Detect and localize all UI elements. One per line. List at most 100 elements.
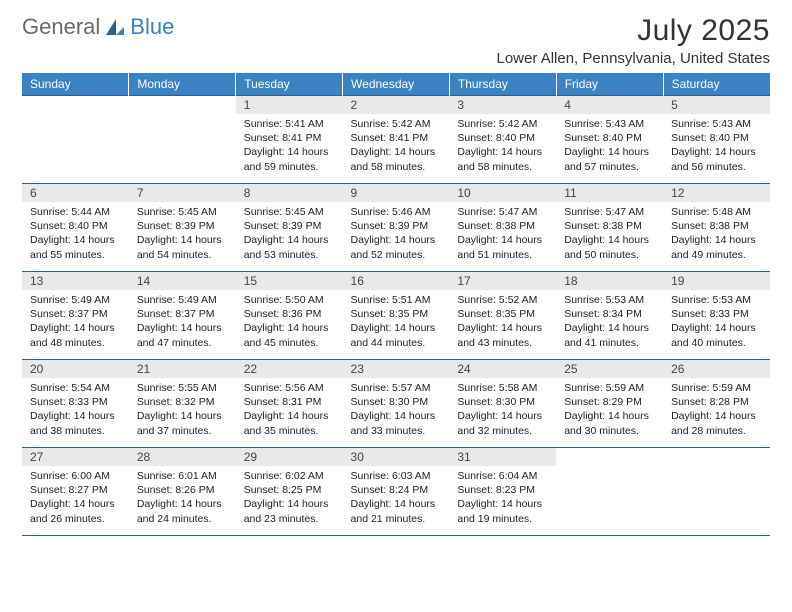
- day-cell: 10Sunrise: 5:47 AMSunset: 8:38 PMDayligh…: [449, 184, 556, 272]
- weekday-wednesday: Wednesday: [343, 73, 450, 96]
- day-details: Sunrise: 5:53 AMSunset: 8:33 PMDaylight:…: [663, 290, 770, 356]
- day-cell: 6Sunrise: 5:44 AMSunset: 8:40 PMDaylight…: [22, 184, 129, 272]
- day-cell: 20Sunrise: 5:54 AMSunset: 8:33 PMDayligh…: [22, 360, 129, 448]
- day-number: 8: [236, 184, 343, 202]
- day-details: Sunrise: 5:51 AMSunset: 8:35 PMDaylight:…: [343, 290, 450, 356]
- day-details: Sunrise: 5:42 AMSunset: 8:41 PMDaylight:…: [343, 114, 450, 180]
- weekday-monday: Monday: [129, 73, 236, 96]
- day-cell: 27Sunrise: 6:00 AMSunset: 8:27 PMDayligh…: [22, 448, 129, 536]
- day-cell: 28Sunrise: 6:01 AMSunset: 8:26 PMDayligh…: [129, 448, 236, 536]
- day-number: 5: [663, 96, 770, 114]
- day-cell: [129, 96, 236, 184]
- day-details: Sunrise: 5:43 AMSunset: 8:40 PMDaylight:…: [663, 114, 770, 180]
- day-details: Sunrise: 6:01 AMSunset: 8:26 PMDaylight:…: [129, 466, 236, 532]
- day-number: 30: [343, 448, 450, 466]
- logo-text-general: General: [22, 14, 100, 40]
- day-details: Sunrise: 5:59 AMSunset: 8:28 PMDaylight:…: [663, 378, 770, 444]
- week-row: 27Sunrise: 6:00 AMSunset: 8:27 PMDayligh…: [22, 448, 770, 536]
- day-cell: 2Sunrise: 5:42 AMSunset: 8:41 PMDaylight…: [343, 96, 450, 184]
- day-cell: 4Sunrise: 5:43 AMSunset: 8:40 PMDaylight…: [556, 96, 663, 184]
- day-cell: 15Sunrise: 5:50 AMSunset: 8:36 PMDayligh…: [236, 272, 343, 360]
- day-cell: 24Sunrise: 5:58 AMSunset: 8:30 PMDayligh…: [449, 360, 556, 448]
- day-cell: 17Sunrise: 5:52 AMSunset: 8:35 PMDayligh…: [449, 272, 556, 360]
- calendar-table: Sunday Monday Tuesday Wednesday Thursday…: [22, 73, 770, 536]
- weekday-saturday: Saturday: [663, 73, 770, 96]
- day-details: Sunrise: 5:45 AMSunset: 8:39 PMDaylight:…: [236, 202, 343, 268]
- day-details: Sunrise: 5:45 AMSunset: 8:39 PMDaylight:…: [129, 202, 236, 268]
- day-number: 31: [449, 448, 556, 466]
- day-details: Sunrise: 5:53 AMSunset: 8:34 PMDaylight:…: [556, 290, 663, 356]
- day-number: 20: [22, 360, 129, 378]
- day-number: 26: [663, 360, 770, 378]
- day-number: 14: [129, 272, 236, 290]
- day-number: 7: [129, 184, 236, 202]
- day-cell: 16Sunrise: 5:51 AMSunset: 8:35 PMDayligh…: [343, 272, 450, 360]
- day-number: 16: [343, 272, 450, 290]
- weekday-thursday: Thursday: [449, 73, 556, 96]
- title-block: July 2025 Lower Allen, Pennsylvania, Uni…: [497, 14, 771, 67]
- day-cell: 26Sunrise: 5:59 AMSunset: 8:28 PMDayligh…: [663, 360, 770, 448]
- day-number: 23: [343, 360, 450, 378]
- day-details: Sunrise: 5:43 AMSunset: 8:40 PMDaylight:…: [556, 114, 663, 180]
- day-number: 11: [556, 184, 663, 202]
- day-number: 12: [663, 184, 770, 202]
- day-details: Sunrise: 5:55 AMSunset: 8:32 PMDaylight:…: [129, 378, 236, 444]
- header: General Blue July 2025 Lower Allen, Penn…: [22, 14, 770, 67]
- day-cell: 13Sunrise: 5:49 AMSunset: 8:37 PMDayligh…: [22, 272, 129, 360]
- day-cell: 3Sunrise: 5:42 AMSunset: 8:40 PMDaylight…: [449, 96, 556, 184]
- day-details: Sunrise: 5:44 AMSunset: 8:40 PMDaylight:…: [22, 202, 129, 268]
- day-details: Sunrise: 5:59 AMSunset: 8:29 PMDaylight:…: [556, 378, 663, 444]
- logo-sail-icon: [104, 17, 126, 37]
- day-number: 25: [556, 360, 663, 378]
- day-number: 13: [22, 272, 129, 290]
- day-details: Sunrise: 6:00 AMSunset: 8:27 PMDaylight:…: [22, 466, 129, 532]
- day-details: Sunrise: 6:03 AMSunset: 8:24 PMDaylight:…: [343, 466, 450, 532]
- logo: General Blue: [22, 14, 174, 40]
- day-cell: 23Sunrise: 5:57 AMSunset: 8:30 PMDayligh…: [343, 360, 450, 448]
- day-number: 24: [449, 360, 556, 378]
- day-cell: 9Sunrise: 5:46 AMSunset: 8:39 PMDaylight…: [343, 184, 450, 272]
- day-details: Sunrise: 5:42 AMSunset: 8:40 PMDaylight:…: [449, 114, 556, 180]
- day-number: 3: [449, 96, 556, 114]
- day-details: Sunrise: 5:48 AMSunset: 8:38 PMDaylight:…: [663, 202, 770, 268]
- day-details: Sunrise: 5:41 AMSunset: 8:41 PMDaylight:…: [236, 114, 343, 180]
- day-details: Sunrise: 5:47 AMSunset: 8:38 PMDaylight:…: [449, 202, 556, 268]
- day-cell: 29Sunrise: 6:02 AMSunset: 8:25 PMDayligh…: [236, 448, 343, 536]
- day-number: 27: [22, 448, 129, 466]
- day-number: 4: [556, 96, 663, 114]
- day-details: Sunrise: 5:52 AMSunset: 8:35 PMDaylight:…: [449, 290, 556, 356]
- day-details: Sunrise: 5:47 AMSunset: 8:38 PMDaylight:…: [556, 202, 663, 268]
- day-details: Sunrise: 5:54 AMSunset: 8:33 PMDaylight:…: [22, 378, 129, 444]
- day-cell: 18Sunrise: 5:53 AMSunset: 8:34 PMDayligh…: [556, 272, 663, 360]
- day-number: 29: [236, 448, 343, 466]
- day-cell: [663, 448, 770, 536]
- day-details: Sunrise: 5:49 AMSunset: 8:37 PMDaylight:…: [22, 290, 129, 356]
- month-title: July 2025: [497, 14, 771, 48]
- day-cell: 5Sunrise: 5:43 AMSunset: 8:40 PMDaylight…: [663, 96, 770, 184]
- day-cell: 21Sunrise: 5:55 AMSunset: 8:32 PMDayligh…: [129, 360, 236, 448]
- day-number: 10: [449, 184, 556, 202]
- day-number: 1: [236, 96, 343, 114]
- weekday-friday: Friday: [556, 73, 663, 96]
- day-cell: 11Sunrise: 5:47 AMSunset: 8:38 PMDayligh…: [556, 184, 663, 272]
- day-details: Sunrise: 5:56 AMSunset: 8:31 PMDaylight:…: [236, 378, 343, 444]
- day-cell: 25Sunrise: 5:59 AMSunset: 8:29 PMDayligh…: [556, 360, 663, 448]
- day-details: Sunrise: 6:04 AMSunset: 8:23 PMDaylight:…: [449, 466, 556, 532]
- day-details: Sunrise: 5:46 AMSunset: 8:39 PMDaylight:…: [343, 202, 450, 268]
- day-cell: 14Sunrise: 5:49 AMSunset: 8:37 PMDayligh…: [129, 272, 236, 360]
- day-number: 21: [129, 360, 236, 378]
- day-details: Sunrise: 5:58 AMSunset: 8:30 PMDaylight:…: [449, 378, 556, 444]
- day-number: 2: [343, 96, 450, 114]
- day-cell: 1Sunrise: 5:41 AMSunset: 8:41 PMDaylight…: [236, 96, 343, 184]
- day-details: Sunrise: 6:02 AMSunset: 8:25 PMDaylight:…: [236, 466, 343, 532]
- day-cell: 8Sunrise: 5:45 AMSunset: 8:39 PMDaylight…: [236, 184, 343, 272]
- day-cell: 22Sunrise: 5:56 AMSunset: 8:31 PMDayligh…: [236, 360, 343, 448]
- day-cell: 7Sunrise: 5:45 AMSunset: 8:39 PMDaylight…: [129, 184, 236, 272]
- day-number: 18: [556, 272, 663, 290]
- location: Lower Allen, Pennsylvania, United States: [497, 50, 771, 67]
- day-cell: 12Sunrise: 5:48 AMSunset: 8:38 PMDayligh…: [663, 184, 770, 272]
- day-cell: [556, 448, 663, 536]
- day-number: 15: [236, 272, 343, 290]
- week-row: 1Sunrise: 5:41 AMSunset: 8:41 PMDaylight…: [22, 96, 770, 184]
- week-row: 6Sunrise: 5:44 AMSunset: 8:40 PMDaylight…: [22, 184, 770, 272]
